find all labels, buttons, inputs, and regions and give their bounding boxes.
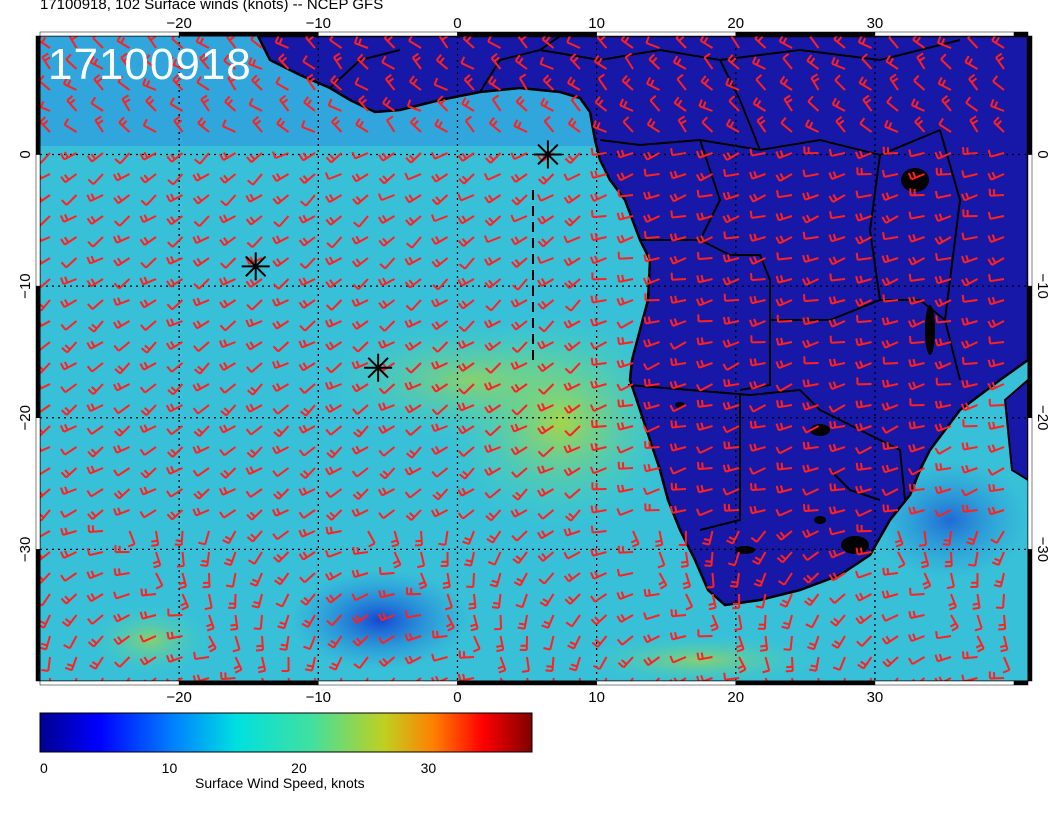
frame-segment [597,32,736,36]
colorbar-tick-label: 30 [421,760,437,776]
lat-tick-label-left: −30 [17,537,34,562]
colorbar-label: Surface Wind Speed, knots [195,775,365,791]
star-marker [242,252,270,280]
frame-segment [1014,32,1028,36]
frame-segment [736,32,875,36]
lon-tick-label-bottom: 0 [453,689,461,706]
frame-segment [736,681,875,685]
lon-tick-label-top: −10 [306,15,331,32]
frame-segment [40,32,179,36]
lat-tick-label-right: −20 [1034,405,1051,430]
lon-tick-label-top: 10 [588,15,605,32]
frame-segment [457,32,596,36]
lon-tick-label-bottom: 20 [727,689,744,706]
colorbar-tick-label: 20 [291,760,307,776]
frame-segment [36,36,40,154]
frame-segment [36,286,40,418]
map-field [34,32,1030,693]
lat-tick-label-right: −30 [1034,537,1051,562]
lon-tick-label-top: −20 [166,15,191,32]
frame-segment [1028,154,1032,286]
lon-tick-label-bottom: 30 [867,689,884,706]
lon-tick-label-top: 20 [727,15,744,32]
lat-tick-label-right: 0 [1034,150,1051,158]
frame-segment [36,154,40,286]
lon-tick-label-bottom: −20 [166,689,191,706]
frame-segment [1028,549,1032,681]
frame-segment [179,32,318,36]
colorbar-tick-label: 0 [40,760,48,776]
lat-tick-label-left: −10 [17,273,34,298]
date-stamp: 17100918 [48,40,252,90]
lat-tick-label-left: −20 [17,405,34,430]
colorbar-tick-label: 10 [162,760,178,776]
star-marker [364,354,392,382]
lon-tick-label-top: 0 [453,15,461,32]
lon-tick-label-bottom: 10 [588,689,605,706]
frame-segment [179,681,318,685]
frame-segment [875,32,1014,36]
frame-segment [40,681,179,685]
lon-tick-label-top: 30 [867,15,884,32]
frame-segment [1028,36,1032,154]
frame-segment [318,32,457,36]
star-marker [534,140,562,168]
frame-segment [457,681,596,685]
frame-segment [36,549,40,681]
colorbar [40,713,532,752]
frame-segment [318,681,457,685]
frame-segment [36,418,40,550]
colorbar-ticks: 0 10 20 30 [40,760,436,776]
frame-segment [597,681,736,685]
frame-segment [1014,681,1028,685]
lat-tick-label-left: 0 [17,150,34,158]
lat-tick-label-right: −10 [1034,273,1051,298]
lon-tick-label-bottom: −10 [306,689,331,706]
frame-segment [1028,418,1032,550]
frame-segment [875,681,1014,685]
frame-segment [1028,286,1032,418]
